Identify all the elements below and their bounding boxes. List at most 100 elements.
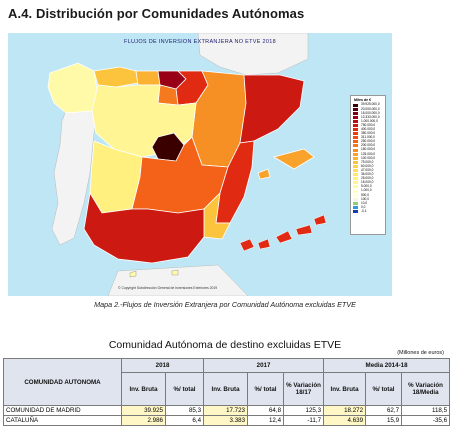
legend-label: 0,0 — [361, 204, 366, 209]
legend-swatch — [353, 140, 358, 144]
header-group-media: Media 2014-18 — [323, 358, 450, 373]
map-caption: Mapa 2.-Flujos de Inversión Extranjera p… — [94, 300, 356, 309]
region-baleares — [272, 148, 315, 170]
legend-label: 15.000,0 — [361, 180, 374, 185]
legend-label: 60.000,0 — [361, 163, 374, 168]
cell-pct-total-2017: 12,4 — [247, 415, 285, 426]
legend-item: 250.000,0 — [353, 140, 385, 144]
legend-label: 1.000,0 — [361, 188, 372, 193]
legend-item: 15.000.000,0 — [353, 111, 385, 115]
legend-item: 20.000.000,0 — [353, 107, 385, 111]
cell-pct-total-media: 62,7 — [365, 405, 403, 416]
legend-label: 750.000,0 — [361, 122, 376, 127]
legend-swatch — [353, 148, 358, 152]
legend-item: 15.000,0 — [353, 181, 385, 185]
legend-item: 200.000,0 — [353, 144, 385, 148]
cell-pct-total-2018: 85,3 — [164, 405, 205, 416]
legend-swatch — [353, 205, 358, 209]
region-baleares-ibiza — [257, 168, 271, 180]
legend-swatch — [353, 124, 358, 128]
legend-swatch — [353, 115, 358, 119]
cell-inv-bruta-2017: 17.723 — [203, 405, 249, 416]
region-canarias — [239, 214, 327, 252]
region-ceuta — [129, 270, 137, 278]
legend-item: 60.000,0 — [353, 164, 385, 168]
cell-pct-total-2018: 6,4 — [164, 415, 205, 426]
map-title: FLUJOS DE INVERSION EXTRANJERA NO ETVE 2… — [124, 39, 276, 45]
legend-label: 400.000,0 — [361, 127, 376, 131]
investment-map: FLUJOS DE INVERSION EXTRANJERA NO ETVE 2… — [8, 33, 392, 296]
legend-label: 39.925.000,0 — [361, 102, 380, 107]
cell-variacion-18-17: -11,7 — [283, 415, 325, 426]
investment-table: COMUNIDAD AUTONOMA 2018 2017 Media 2014-… — [3, 358, 450, 426]
region-andalucia — [83, 191, 205, 264]
header-pct-total-2017: %/ total — [247, 372, 285, 406]
table-row: CATALUÑA 2.986 6,4 3.383 12,4 -11,7 4.63… — [3, 415, 450, 426]
map-legend: Miles de € 39.925.000,0 20.000.000,0 15.00… — [350, 95, 386, 235]
legend-swatch — [353, 173, 358, 177]
region-cantabria — [135, 70, 161, 86]
legend-item: 400.000,0 — [353, 127, 385, 132]
legend-item: 10,0 — [353, 201, 385, 205]
cell-variacion-18-media: -35,6 — [401, 415, 450, 426]
legend-label: 350.000,0 — [361, 131, 376, 136]
legend-item: 750.000,0 — [353, 122, 385, 128]
table-units: (Millones de euros) — [397, 350, 444, 356]
legend-item: 47.000,0 — [353, 167, 385, 173]
legend-swatch — [353, 160, 358, 164]
header-variacion-18-media: % Variación 18/Media — [401, 372, 450, 406]
legend-swatch — [353, 164, 358, 168]
legend-label: 100,0 — [361, 196, 369, 201]
cell-inv-bruta-2017: 3.383 — [203, 415, 249, 426]
region-galicia — [47, 62, 99, 114]
legend-item: -0,1 — [353, 209, 385, 213]
legend-swatch — [353, 128, 358, 132]
header-group-2018: 2018 — [120, 358, 205, 373]
legend-label: 25.000,0 — [361, 176, 374, 181]
legend-swatch — [353, 156, 358, 160]
legend-label: 36.000,0 — [361, 172, 374, 177]
row-name: COMUNIDAD DE MADRID — [3, 405, 122, 416]
legend-item: 75.000,0 — [353, 160, 385, 164]
legend-label: -0,1 — [361, 208, 367, 213]
map-canvas — [47, 33, 327, 296]
cell-variacion-18-media: 118,5 — [401, 405, 450, 416]
legend-label: 13.333.000,0 — [361, 114, 380, 119]
legend-swatch — [353, 189, 358, 193]
legend-swatch — [353, 144, 358, 148]
legend-label: 47.000,0 — [361, 167, 374, 172]
header-pct-total-2018: %/ total — [164, 372, 205, 406]
legend-label: 5.000,0 — [361, 184, 372, 189]
legend-label: 100.000,0 — [361, 155, 376, 160]
legend-item: 350.000,0 — [353, 131, 385, 136]
france-land — [197, 33, 309, 76]
legend-swatch — [353, 136, 358, 140]
legend-swatch — [353, 193, 358, 197]
legend-item: 5.000,0 — [353, 185, 385, 189]
legend-swatch — [353, 209, 358, 213]
legend-swatch — [353, 181, 358, 185]
legend-swatch — [353, 107, 358, 111]
legend-swatch — [353, 185, 358, 189]
legend-item: 150.000,0 — [353, 148, 385, 152]
portugal-land — [51, 102, 101, 246]
legend-label: 311.000,0 — [361, 135, 375, 140]
legend-item: 311.000,0 — [353, 135, 385, 140]
table-row: COMUNIDAD DE MADRID 39.925 85,3 17.723 6… — [3, 405, 450, 416]
legend-item: 100,0 — [353, 197, 385, 201]
legend-swatch — [353, 169, 358, 173]
header-inv-bruta-2018: Inv. Bruta — [121, 372, 166, 406]
legend-label: 200.000,0 — [361, 143, 376, 148]
legend-swatch — [353, 132, 358, 136]
map-copyright: © Copyright Subdirección General de Inve… — [118, 286, 218, 290]
cell-pct-total-2017: 64,8 — [247, 405, 285, 416]
section-title: A.4. Distribución por Comunidades Autóno… — [8, 6, 305, 21]
legend-item: 100.000,0 — [353, 156, 385, 160]
cell-inv-bruta-2018: 39.925 — [121, 405, 166, 416]
legend-swatch — [353, 111, 358, 115]
row-name: CATALUÑA — [3, 415, 122, 426]
header-comunidad: COMUNIDAD AUTONOMA — [3, 358, 122, 406]
legend-item: 1.000,0 — [353, 189, 385, 193]
legend-swatch — [353, 201, 358, 205]
legend-item: 25.000,0 — [353, 176, 385, 181]
